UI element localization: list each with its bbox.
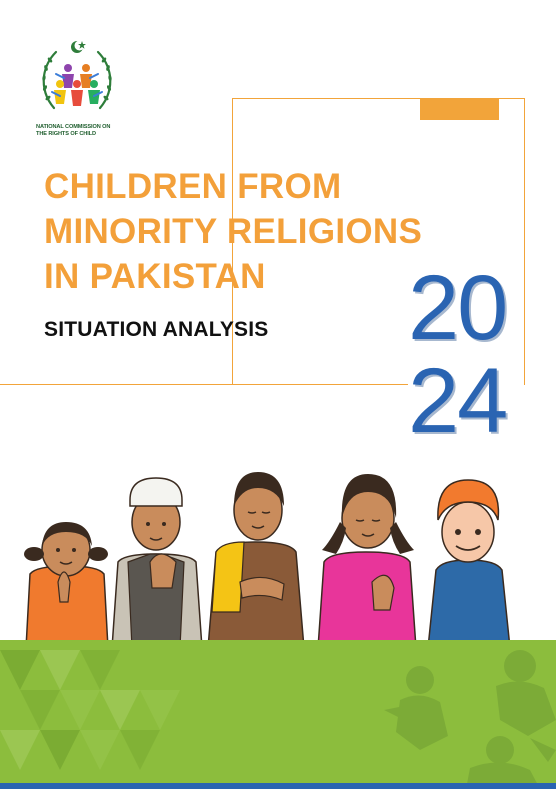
green-footer-band [0, 640, 556, 789]
logo-caption-line-2: THE RIGHTS OF CHILD [36, 131, 96, 137]
decorative-frame [232, 98, 525, 385]
child-boy-yellow-icon [207, 472, 305, 648]
child-girl-pink-icon [317, 474, 417, 648]
title-line-2: MINORITY RELIGIONS [44, 212, 423, 251]
title-line-3: IN PAKISTAN [44, 257, 266, 296]
ncrc-logo-emblem [42, 40, 112, 110]
year-top-digits: 20 [408, 257, 508, 359]
playing-children-silhouette-icon [384, 650, 556, 789]
title-line-1: CHILDREN FROM [44, 167, 342, 206]
child-girl-orange-icon [24, 522, 109, 648]
frame-bottom-rule [0, 384, 412, 385]
accent-bar [420, 99, 499, 120]
children-figures-icon [51, 64, 103, 106]
logo-caption: NATIONAL COMMISSION ON THE RIGHTS OF CHI… [36, 124, 126, 138]
child-boy-turban-icon [427, 479, 511, 648]
logo-caption-line-1: NATIONAL COMMISSION ON [36, 124, 111, 130]
children-illustration [24, 472, 511, 648]
child-boy-cap-icon [111, 477, 203, 648]
report-title: CHILDREN FROM MINORITY RELIGIONS IN PAKI… [44, 164, 422, 299]
report-subtitle: SITUATION ANALYSIS [44, 318, 269, 341]
footer-blue-line [0, 783, 556, 789]
footer-pattern [0, 650, 556, 789]
year-bottom-digits: 24 [408, 350, 508, 452]
geometric-triangles-icon [0, 650, 180, 770]
